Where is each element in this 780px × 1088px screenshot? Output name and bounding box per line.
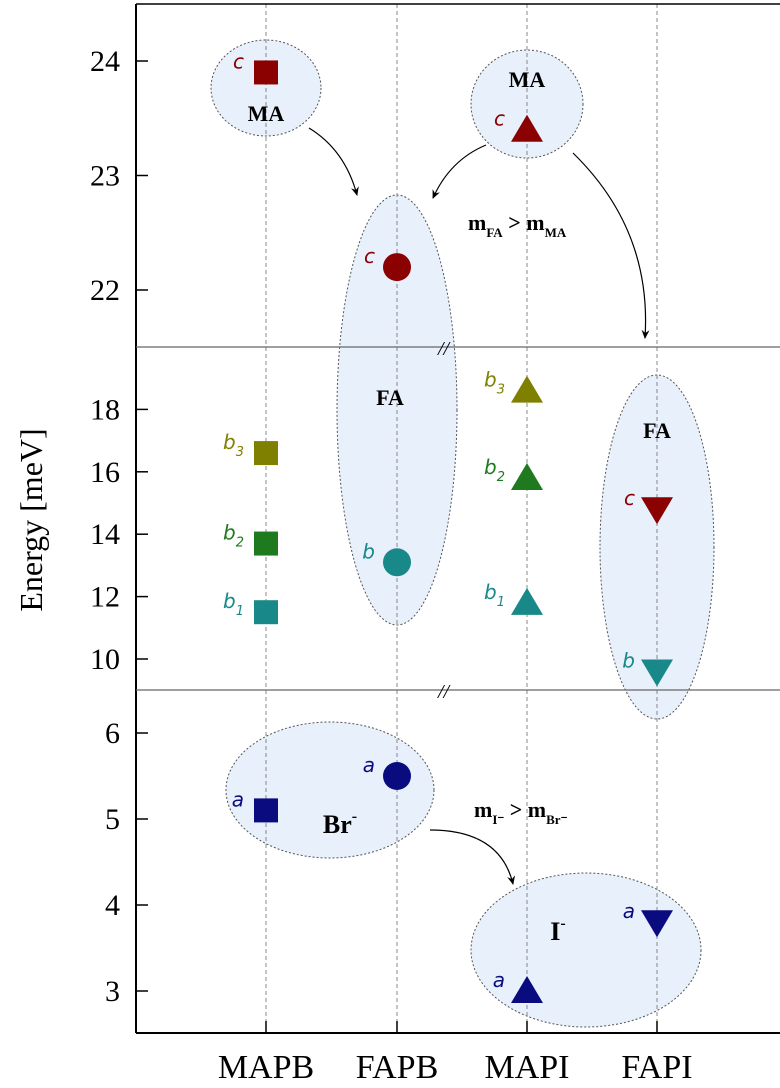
bubble-label-ma-1: MA — [248, 101, 285, 126]
mass-relation-i-br: mI⁻ > mBr⁻ — [474, 797, 568, 827]
category-label-fapi: FAPI — [621, 1049, 692, 1086]
mass-ma-sub: MA — [545, 225, 567, 240]
mass-br-m: m — [528, 797, 546, 822]
mass-i-sub: I⁻ — [492, 812, 504, 827]
marker-mapb-b1 — [254, 600, 278, 625]
y-tick-label: 12 — [90, 581, 120, 614]
marker-mapb-b2 — [254, 531, 278, 556]
bubble-label-fa-1: FA — [376, 385, 404, 410]
bubble-i — [470, 872, 702, 1028]
bubble-label-fa-2: FA — [643, 418, 671, 443]
marker-mapb-a — [254, 798, 278, 823]
marker-mapb-b3-label: b3 — [223, 430, 244, 460]
mass-fa-op: > — [503, 210, 527, 235]
y-tick-label: 23 — [90, 160, 120, 193]
marker-mapb-c — [254, 60, 278, 85]
marker-fapi-c — [641, 497, 673, 525]
marker-fapi-a — [641, 910, 673, 938]
axis-break-mark-lower: // — [437, 681, 452, 703]
marker-mapi-b2-label: b2 — [484, 455, 505, 485]
marker-mapb-c-label: c — [233, 49, 244, 73]
arrow-ma-to-fa-mapb — [308, 127, 359, 196]
marker-mapb-a-label: a — [232, 787, 244, 811]
marker-mapi-a — [511, 976, 543, 1003]
y-tick-label: 24 — [90, 45, 120, 78]
category-label-mapb: MAPB — [218, 1049, 314, 1086]
bubble-label-br-text: Br — [323, 810, 352, 839]
y-ticks: 22 23 24 10 12 14 16 18 3 4 5 6 — [90, 45, 148, 1008]
bubble-label-ma-2: MA — [509, 67, 546, 92]
mass-i-m: m — [474, 797, 492, 822]
data-marks: c b3 b2 b1 a c b a c b3 b2 b1 a c b a — [223, 49, 673, 1003]
marker-mapi-b1-label: b1 — [484, 580, 505, 610]
group-bubbles — [210, 39, 715, 1028]
y-tick-label: 10 — [90, 643, 120, 676]
bubble-label-br-sup: - — [352, 808, 357, 825]
category-label-mapi: MAPI — [484, 1049, 569, 1086]
mass-fa-m: m — [468, 210, 486, 235]
marker-fapb-c — [383, 253, 411, 282]
bubble-label-i-text: I — [550, 917, 560, 946]
y-tick-label: 4 — [105, 889, 120, 922]
marker-mapb-b3 — [254, 441, 278, 466]
marker-fapb-c-label: c — [364, 244, 375, 268]
bubble-label-br: Br- — [323, 808, 357, 839]
marker-mapi-b1 — [511, 587, 543, 615]
x-ticks: MAPB FAPB MAPI FAPI — [218, 1021, 693, 1086]
y-tick-label: 6 — [105, 717, 120, 750]
marker-fapi-b-label: b — [622, 648, 635, 672]
marker-fapi-b — [641, 659, 673, 687]
bubble-label-i: I- — [550, 915, 565, 946]
axis-break-mark-upper: // — [437, 338, 452, 360]
marker-mapi-b3-label: b3 — [484, 368, 505, 398]
marker-mapi-b3 — [511, 375, 543, 403]
y-tick-label: 18 — [90, 393, 120, 426]
arrow-br-to-i — [429, 829, 516, 885]
mass-i-op: > — [504, 797, 528, 822]
category-label-fapb: FAPB — [356, 1049, 439, 1086]
mass-relation-fa-ma: mFA > mMA — [468, 210, 567, 240]
marker-fapb-a — [383, 762, 411, 790]
marker-mapi-c — [511, 114, 543, 142]
marker-mapi-b2 — [511, 463, 543, 491]
bubble-br — [225, 721, 435, 859]
y-axis-label: Energy [meV] — [13, 428, 49, 611]
mass-fa-sub: FA — [486, 225, 503, 240]
arrow-ma-to-fa-fapi — [572, 152, 650, 339]
marker-fapi-c-label: c — [624, 486, 635, 510]
marker-mapi-c-label: c — [494, 107, 505, 131]
marker-fapi-a-label: a — [623, 899, 635, 923]
marker-mapb-b2-label: b2 — [223, 521, 244, 551]
marker-fapb-a-label: a — [363, 753, 375, 777]
y-tick-label: 3 — [105, 975, 120, 1008]
marker-fapb-b-label: b — [362, 539, 375, 563]
y-tick-label: 5 — [105, 803, 120, 836]
marker-fapb-b — [383, 548, 411, 577]
y-tick-label: 16 — [90, 456, 120, 489]
mass-br-sub: Br⁻ — [546, 812, 567, 827]
bubble-label-i-sup: - — [560, 915, 565, 932]
marker-mapb-b1-label: b1 — [223, 589, 244, 619]
arrow-ma-to-fa-mapi — [432, 144, 487, 199]
y-tick-label: 22 — [90, 274, 120, 307]
marker-mapi-a-label: a — [493, 968, 505, 992]
mass-ma-m: m — [526, 210, 544, 235]
y-tick-label: 14 — [90, 518, 120, 551]
